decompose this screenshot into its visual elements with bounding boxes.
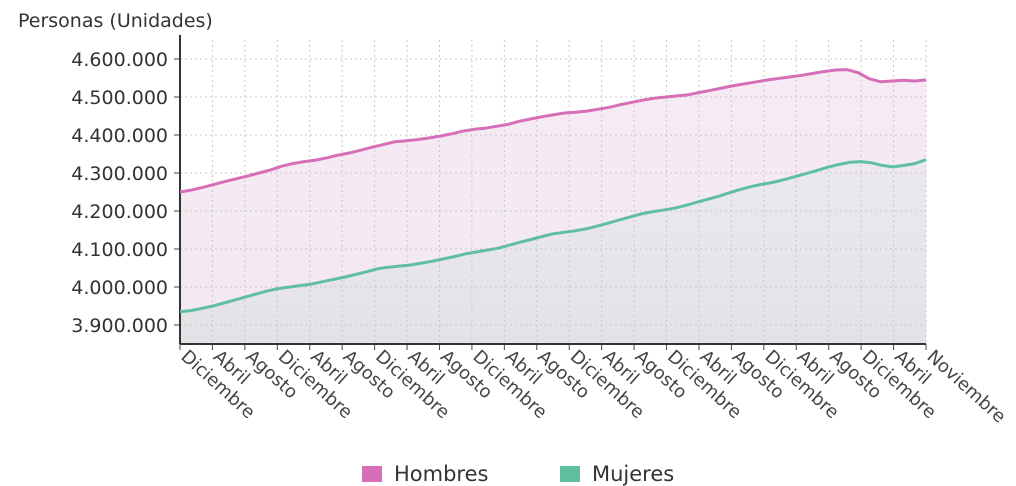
- area-mujeres: [180, 159, 926, 344]
- legend-swatch-mujeres: [560, 466, 580, 482]
- series-line-mujeres: [179, 158, 927, 314]
- y-tick-label: 4.500.000: [71, 87, 168, 109]
- legend-swatch-hombres: [362, 466, 382, 482]
- legend-label-hombres: Hombres: [394, 462, 489, 486]
- y-tick-label: 4.100.000: [71, 239, 168, 261]
- y-tick-label: 4.000.000: [71, 277, 168, 299]
- legend-label-mujeres: Mujeres: [592, 462, 675, 486]
- x-tick-label: Noviembre: [923, 346, 1010, 427]
- y-tick-label: 4.300.000: [71, 163, 168, 185]
- y-axis-title: Personas (Unidades): [18, 10, 213, 32]
- series-line-hombres: [179, 68, 927, 194]
- y-tick-label: 4.600.000: [71, 49, 168, 71]
- y-tick-label: 4.400.000: [71, 125, 168, 147]
- legend: Hombres Mujeres: [0, 462, 1016, 486]
- y-tick-label: 3.900.000: [71, 315, 168, 337]
- legend-item-mujeres[interactable]: Mujeres: [560, 462, 674, 486]
- chart-svg: 3.900.000 4.000.000 4.100.000 4.200.000 4.30…: [71, 35, 1010, 427]
- legend-item-hombres[interactable]: Hombres: [362, 462, 488, 486]
- y-tick-label: 4.200.000: [71, 201, 168, 223]
